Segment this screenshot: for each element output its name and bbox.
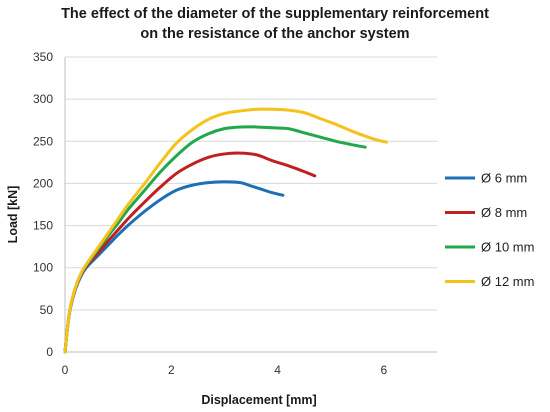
axes	[64, 57, 437, 353]
series-line-4	[63, 107, 389, 354]
x-tick-label: 6	[381, 363, 388, 377]
y-tick-label: 200	[33, 176, 53, 190]
series-line-1	[63, 180, 285, 354]
chart-title-line-1: The effect of the diameter of the supple…	[61, 6, 489, 22]
y-tick-label: 300	[33, 92, 53, 106]
y-tick-label: 150	[33, 219, 53, 233]
y-tick-label: 100	[33, 261, 53, 275]
legend-label: Ø 6 mm	[481, 171, 527, 186]
y-tick-label: 350	[33, 50, 53, 64]
legend: Ø 6 mm Ø 8 mm Ø 10 mm Ø 12 mm	[445, 171, 534, 289]
legend-label: Ø 10 mm	[481, 240, 534, 255]
y-axis-label: Load [kN]	[6, 186, 20, 244]
x-tick-label: 2	[168, 363, 175, 377]
legend-label: Ø 12 mm	[481, 274, 534, 289]
x-tick-label: 4	[274, 363, 281, 377]
tick-labels: 0 50 100 150 200 250 300 350 0 2 4 6	[33, 50, 388, 377]
x-tick-label: 0	[62, 363, 69, 377]
y-tick-label: 0	[46, 345, 53, 359]
legend-label: Ø 8 mm	[481, 205, 527, 220]
chart-title-line-2: on the resistance of the anchor system	[140, 26, 410, 42]
x-axis-label: Displacement [mm]	[201, 393, 316, 407]
y-tick-label: 50	[40, 303, 54, 317]
y-tick-label: 250	[33, 134, 53, 148]
series-lines	[63, 107, 389, 354]
grid-lines	[65, 56, 437, 311]
